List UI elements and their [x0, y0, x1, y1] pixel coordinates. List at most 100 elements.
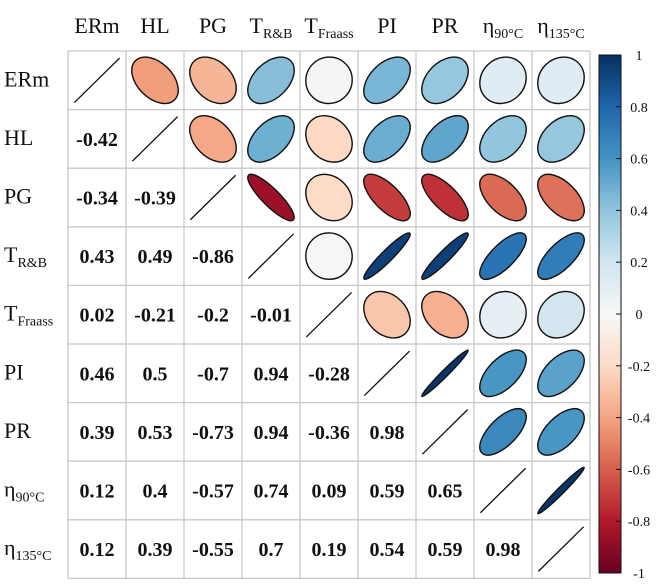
row-label: PI [4, 359, 24, 384]
correlation-value: -0.36 [308, 422, 350, 444]
diagonal-line [479, 467, 527, 514]
correlation-ellipse [537, 232, 585, 280]
correlation-ellipse [305, 115, 353, 163]
correlation-ellipse [363, 173, 411, 222]
correlation-value: 0.7 [259, 539, 284, 561]
correlation-ellipse [479, 349, 527, 398]
correlation-ellipse [363, 232, 411, 281]
colorbar-tick-label: 0.2 [630, 256, 648, 271]
correlation-value: 0.53 [138, 422, 173, 444]
colorbar-tick-label: 0.6 [630, 153, 648, 168]
correlation-value: -0.34 [76, 188, 118, 210]
correlation-value: -0.2 [197, 305, 229, 327]
row-label: HL [4, 125, 33, 150]
correlation-value: 0.02 [80, 305, 115, 327]
correlation-ellipse [537, 56, 585, 105]
correlation-value: 0.49 [138, 246, 173, 268]
colorbar-tick-label: 0.4 [630, 204, 648, 219]
correlation-value: 0.98 [486, 539, 521, 561]
row-label: PR [4, 418, 31, 443]
correlation-value: -0.01 [250, 305, 292, 327]
column-label: η135°C [537, 13, 584, 42]
correlation-value: 0.39 [80, 422, 115, 444]
correlation-value: 0.46 [80, 363, 115, 385]
correlation-ellipse [421, 232, 469, 281]
column-label: TR&B [249, 13, 292, 42]
correlation-ellipse [537, 349, 585, 398]
diagonal-line [189, 174, 237, 221]
correlation-value: -0.28 [308, 363, 350, 385]
correlation-value: -0.57 [192, 481, 234, 503]
column-label: ERm [74, 13, 119, 38]
correlation-value: -0.86 [192, 246, 234, 268]
correlation-ellipse [537, 466, 585, 515]
correlation-ellipse [247, 173, 295, 222]
correlation-value: 0.65 [428, 481, 463, 503]
correlation-value: 0.43 [80, 246, 115, 268]
correlation-value: -0.55 [192, 539, 234, 561]
colorbar-tick-label: 0 [636, 308, 643, 323]
diagonal-line [363, 350, 411, 397]
correlation-ellipse [363, 290, 411, 339]
correlation-value: 0.5 [143, 363, 168, 385]
colorbar-tick-label: -0.6 [628, 463, 650, 478]
column-label: HL [140, 13, 169, 38]
correlation-ellipse [479, 115, 527, 163]
correlation-value: -0.42 [76, 129, 118, 151]
correlation-value: 0.59 [370, 481, 405, 503]
correlation-value: 0.98 [370, 422, 405, 444]
colorbar-tick-label: -1 [633, 567, 645, 582]
diagonal-line [305, 291, 353, 338]
correlation-value: 0.94 [254, 363, 289, 385]
correlation-ellipse [537, 290, 585, 339]
row-label: η90°C [4, 477, 44, 506]
diagonal-line [73, 57, 121, 104]
correlation-ellipse [131, 56, 179, 105]
column-label: PR [432, 13, 459, 38]
column-label: η90°C [483, 13, 523, 42]
correlation-ellipse [537, 115, 585, 163]
row-label: TR&B [4, 242, 47, 271]
correlation-ellipse [305, 173, 353, 222]
correlation-value: 0.12 [80, 539, 115, 561]
correlation-value: 0.74 [254, 481, 289, 503]
correlation-ellipse [363, 115, 411, 163]
correlation-ellipse [421, 56, 469, 105]
correlation-ellipse [479, 407, 527, 456]
diagonal-line [421, 409, 469, 455]
colorbar-tick-label: 0.8 [630, 101, 648, 116]
correlation-value: -0.73 [192, 422, 234, 444]
correlation-value: 0.94 [254, 422, 289, 444]
diagonal-line [131, 116, 179, 162]
correlation-ellipse [421, 173, 469, 222]
diagonal-line [247, 233, 295, 279]
correlation-ellipse [479, 290, 527, 339]
correlation-value: -0.21 [134, 305, 176, 327]
correlation-ellipse [189, 114, 237, 163]
correlation-ellipse [537, 407, 585, 456]
correlation-ellipse [363, 56, 411, 105]
correlation-ellipse [479, 173, 527, 222]
colorbar-tick-label: -0.4 [628, 412, 650, 427]
column-label: PG [199, 13, 227, 38]
correlation-value: 0.09 [312, 481, 347, 503]
correlation-ellipse [305, 56, 353, 105]
correlation-value: 0.12 [80, 481, 115, 503]
colorbar-tick-label: -0.8 [628, 515, 650, 530]
correlation-value: -0.7 [197, 363, 229, 385]
row-label: η135°C [4, 535, 51, 564]
correlation-ellipse [479, 56, 527, 105]
correlation-ellipse [247, 56, 295, 105]
column-label: TFraass [304, 13, 353, 42]
column-label: PI [377, 13, 397, 38]
correlation-ellipse [421, 114, 469, 163]
correlation-value: 0.59 [428, 539, 463, 561]
correlation-ellipse [537, 173, 585, 222]
correlation-ellipse [421, 349, 469, 398]
correlation-ellipse [479, 232, 527, 281]
correlation-value: 0.54 [370, 539, 405, 561]
row-label: TFraass [4, 301, 53, 330]
correlation-value: -0.39 [134, 188, 176, 210]
correlation-ellipse [247, 114, 295, 163]
correlation-value: 0.4 [143, 481, 168, 503]
